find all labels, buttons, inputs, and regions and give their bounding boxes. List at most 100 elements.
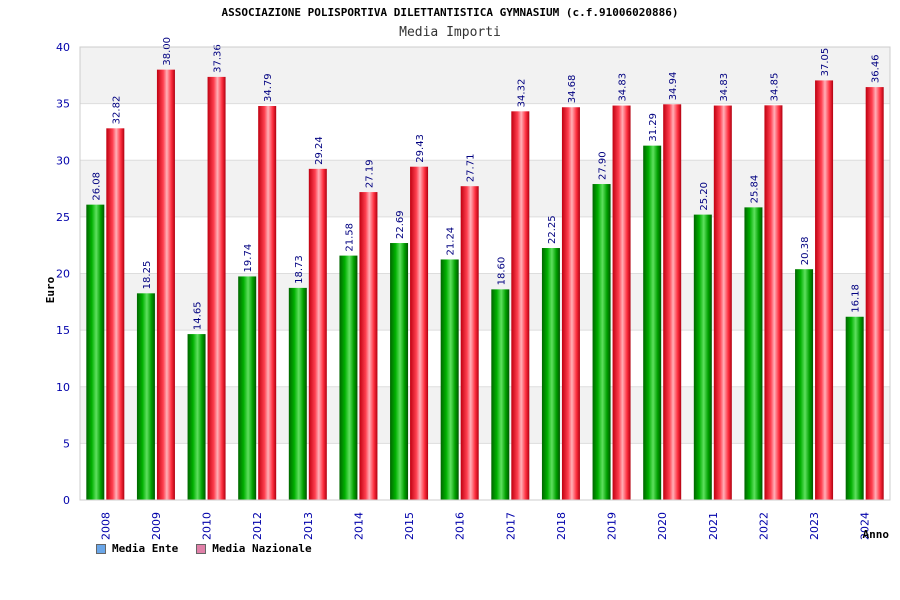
bar-media-nazionale: [561, 107, 580, 501]
x-tick-label: 2008: [99, 512, 112, 540]
legend-item-nazionale: Media Nazionale: [196, 542, 312, 555]
bar-media-ente: [86, 204, 105, 501]
bar-media-nazionale: [713, 105, 732, 501]
bar-media-ente: [288, 287, 307, 500]
bar-media-nazionale: [258, 106, 277, 501]
bar-value-label: 27.71: [466, 154, 477, 183]
bar-value-label: 25.84: [749, 175, 760, 204]
x-axis-title: Anno: [863, 528, 890, 541]
x-tick-label: 2021: [707, 512, 720, 540]
bar-value-label: 18.25: [142, 261, 153, 290]
y-tick-label: 0: [63, 494, 70, 507]
bar-value-label: 38.00: [162, 37, 173, 66]
x-tick-label: 2017: [504, 512, 517, 540]
x-tick-label: 2015: [403, 512, 416, 540]
legend-label-nazionale: Media Nazionale: [212, 542, 312, 555]
chart-title: ASSOCIAZIONE POLISPORTIVA DILETTANTISTIC…: [221, 6, 679, 19]
bar-media-ente: [187, 334, 206, 500]
bar-media-nazionale: [308, 168, 327, 500]
x-tick-label: 2013: [302, 512, 315, 540]
bar-value-label: 34.83: [618, 73, 629, 102]
bar-media-nazionale: [106, 128, 125, 500]
bar-value-label: 29.43: [415, 134, 426, 163]
bar-media-nazionale: [156, 69, 175, 501]
bar-value-label: 34.79: [263, 73, 274, 102]
y-tick-label: 5: [63, 437, 70, 450]
bar-value-label: 34.68: [567, 75, 578, 104]
bar-value-label: 34.85: [769, 73, 780, 102]
bar-media-ente: [541, 248, 560, 500]
bar-media-ente: [238, 276, 257, 500]
legend: Media Ente Media Nazionale: [96, 542, 312, 555]
bar-media-nazionale: [865, 87, 884, 500]
bar-media-ente: [845, 316, 864, 500]
bar-value-label: 27.19: [364, 159, 375, 188]
bar-media-nazionale: [207, 76, 226, 500]
bar-value-label: 34.32: [516, 79, 527, 108]
legend-swatch-nazionale: [196, 543, 207, 554]
plot-frame: [79, 46, 891, 501]
bar-media-ente: [491, 289, 510, 500]
bar-value-label: 36.46: [871, 54, 882, 83]
y-tick-label: 10: [56, 381, 70, 394]
chart-subtitle: Media Importi: [399, 25, 501, 40]
y-tick-label: 15: [56, 324, 70, 337]
bar-media-ente: [693, 214, 712, 501]
x-tick-label: 2014: [352, 512, 365, 540]
x-tick-label: 2009: [150, 512, 163, 540]
bar-media-nazionale: [359, 192, 378, 501]
bar-value-label: 19.74: [243, 244, 254, 273]
bar-media-ente: [390, 243, 409, 500]
x-tick-label: 2023: [808, 512, 821, 540]
bar-value-label: 16.18: [851, 284, 862, 313]
x-tick-label: 2016: [454, 512, 467, 540]
bar-media-nazionale: [612, 105, 631, 501]
bar-value-label: 25.20: [699, 182, 710, 211]
bar-media-ente: [795, 269, 814, 500]
bar-value-label: 22.69: [395, 210, 406, 239]
bar-value-label: 37.36: [213, 44, 224, 73]
x-tick-label: 2022: [757, 512, 770, 540]
x-tick-label: 2010: [201, 512, 214, 540]
bar-media-nazionale: [460, 186, 479, 500]
bar-value-label: 18.60: [496, 257, 507, 286]
bar-value-label: 26.08: [91, 172, 102, 201]
bar-value-label: 20.38: [800, 237, 811, 266]
bar-value-label: 21.24: [446, 227, 457, 256]
bar-media-ente: [339, 255, 358, 500]
y-axis-title: Euro: [44, 276, 57, 303]
y-tick-label: 30: [56, 154, 70, 167]
bar-media-nazionale: [511, 111, 530, 501]
bar-media-ente: [136, 293, 155, 500]
x-tick-label: 2020: [656, 512, 669, 540]
bar-value-label: 31.29: [648, 113, 659, 142]
y-tick-label: 40: [56, 41, 70, 54]
bar-value-label: 18.73: [294, 255, 305, 284]
bar-value-label: 34.83: [719, 73, 730, 102]
bar-media-ente: [744, 207, 763, 500]
bar-value-label: 27.90: [598, 151, 609, 180]
x-tick-label: 2019: [606, 512, 619, 540]
y-tick-label: 20: [56, 268, 70, 281]
bar-value-label: 34.94: [668, 72, 679, 101]
bar-value-label: 21.58: [344, 223, 355, 252]
bar-media-nazionale: [663, 104, 682, 500]
bar-media-nazionale: [764, 105, 783, 500]
y-tick-label: 35: [56, 98, 70, 111]
bar-media-nazionale: [815, 80, 834, 500]
bar-media-ente: [440, 259, 459, 500]
bar-value-label: 32.82: [111, 96, 122, 125]
bar-value-label: 29.24: [314, 136, 325, 165]
legend-swatch-ente: [96, 543, 106, 554]
x-tick-label: 2024: [859, 512, 872, 540]
legend-label-ente: Media Ente: [112, 542, 179, 555]
bar-value-label: 22.25: [547, 215, 558, 244]
bar-media-ente: [592, 184, 611, 500]
legend-item-ente: Media Ente: [96, 542, 178, 555]
x-tick-label: 2012: [251, 512, 264, 540]
bar-media-nazionale: [410, 166, 429, 500]
x-tick-label: 2018: [555, 512, 568, 540]
bar-value-label: 14.65: [193, 301, 204, 330]
bar-media-ente: [643, 145, 662, 500]
